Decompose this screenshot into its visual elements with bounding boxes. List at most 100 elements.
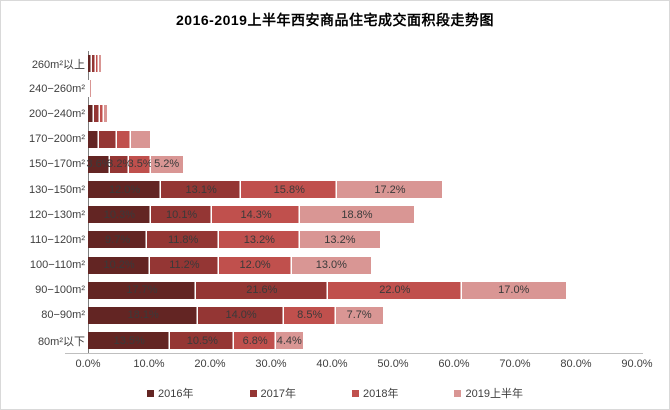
bar-row: 100−110m² 10.2% 11.2% 12.0% 13.0% — [1, 253, 637, 278]
bar-segment: 18.8% — [299, 206, 415, 224]
bar-segment-value: 3.6% — [86, 158, 112, 171]
bar-track: 18.1% 14.0% 8.5% 7.7% — [88, 306, 637, 324]
category-label: 90−100m² — [35, 284, 85, 297]
legend-label: 2019上半年 — [465, 388, 523, 400]
category-label: 100−110m² — [29, 259, 85, 272]
bar-segment-value: 22.0% — [379, 284, 411, 297]
bar-segment: 4.4% — [275, 332, 303, 350]
bar-segment: 8.5% — [283, 306, 336, 324]
legend-item: 2017年 — [249, 385, 296, 401]
bar-segment: 17.7% — [88, 281, 196, 299]
bar-segment — [130, 130, 150, 148]
bar-segment: 12.0% — [88, 181, 162, 199]
bar-row: 80m²以下 13.5% 10.5% 6.8% 4.4% — [1, 328, 637, 353]
bar-segment-value: 13.1% — [185, 183, 217, 196]
bar-segment: 9.7% — [88, 231, 148, 249]
legend-item: 2018年 — [352, 385, 398, 401]
legend: 2016年 2017年 2018年 2019上半年 — [1, 385, 669, 401]
bar-row: 90−100m² 17.7% 21.6% 22.0% 17.0% — [1, 278, 637, 303]
bar-segment-value: 17.7% — [126, 284, 158, 297]
bar-segment — [99, 105, 104, 123]
bar-segment-value: 9.7% — [105, 233, 131, 246]
legend-label: 2016年 — [158, 388, 194, 400]
bar-track — [88, 105, 637, 123]
bar-segment: 13.2% — [299, 231, 381, 249]
bar-segment: 18.1% — [88, 306, 199, 324]
category-label: 80−90m² — [41, 309, 85, 322]
bar-segment-value: 14.3% — [240, 208, 272, 221]
bar-track: 10.2% 11.2% 12.0% 13.0% — [88, 256, 637, 274]
bar-segment: 13.1% — [161, 181, 242, 199]
bar-segment — [88, 105, 95, 123]
bar-segment: 13.0% — [291, 256, 372, 274]
category-label: 110−120m² — [29, 233, 85, 246]
plot-rows: 260m²以上 240−260m² 200−240m² 170−200m² 150−17… — [1, 51, 637, 353]
bar-segment-value: 10.3% — [103, 208, 136, 221]
bar-segment: 10.3% — [88, 206, 151, 224]
y-axis-line — [88, 51, 89, 354]
bar-segment-value: 13.0% — [315, 259, 347, 272]
bar-segment-value: 21.6% — [246, 284, 278, 297]
x-axis-tick-label: 0.0% — [75, 358, 101, 370]
x-axis-line — [65, 353, 643, 354]
bar-segment: 11.8% — [147, 231, 220, 249]
bar-segment-value: 5.2% — [154, 158, 180, 171]
bar-segment-value: 12.0% — [108, 183, 141, 196]
bar-segment: 21.6% — [195, 281, 328, 299]
bar-segment: 7.7% — [335, 306, 383, 324]
bar-segment: 15.8% — [241, 181, 338, 199]
x-axis-tick-label: 20.0% — [194, 358, 226, 370]
bar-segment — [89, 80, 90, 98]
bar-segment-value: 13.2% — [243, 233, 275, 246]
bar-segment-value: 3.5% — [127, 158, 153, 171]
bar-segment-value: 10.1% — [166, 208, 198, 221]
legend-swatch — [454, 389, 462, 397]
legend-item: 2016年 — [147, 385, 194, 401]
bar-segment — [88, 55, 93, 73]
x-axis-tick-label: 60.0% — [438, 358, 470, 370]
bar-segment — [92, 55, 96, 73]
bar-row: 110−120m² 9.7% 11.8% 13.2% 13.2% — [1, 227, 637, 252]
bar-track: 12.0% 13.1% 15.8% 17.2% — [88, 181, 637, 199]
bar-segment: 13.5% — [88, 332, 171, 350]
bar-segment-value: 8.5% — [297, 309, 323, 322]
bar-segment — [98, 130, 118, 148]
bar-segment-value: 10.2% — [103, 259, 135, 272]
legend-label: 2018年 — [363, 388, 399, 400]
x-axis-tick-label: 30.0% — [255, 358, 287, 370]
bar-segment-value: 7.7% — [346, 309, 372, 322]
bar-segment-value: 6.8% — [242, 334, 268, 347]
x-axis-tick-label: 70.0% — [499, 358, 531, 370]
bar-segment — [89, 80, 92, 98]
bar-row: 150−170m² 3.6% 3.2% 3.5% 5.2% — [1, 152, 637, 177]
bar-segment: 11.2% — [150, 256, 219, 274]
bar-segment: 3.5% — [127, 155, 153, 173]
bar-segment — [98, 55, 101, 73]
bar-segment — [88, 130, 99, 148]
bar-segment-value: 18.1% — [127, 309, 159, 322]
bar-segment: 6.8% — [234, 332, 276, 350]
bar-segment-value: 11.2% — [169, 259, 200, 272]
bar-segment — [88, 80, 89, 98]
x-axis-tick-label: 10.0% — [133, 358, 165, 370]
x-axis-tick-label: 40.0% — [316, 358, 348, 370]
category-label: 260m²以上 — [31, 58, 85, 71]
category-label: 240−260m² — [29, 82, 85, 95]
bar-track — [88, 55, 637, 73]
bar-segment-value: 10.5% — [186, 334, 218, 347]
bar-track: 9.7% 11.8% 13.2% 13.2% — [88, 231, 637, 249]
bar-segment-value: 11.8% — [167, 233, 199, 246]
bar-segment: 10.1% — [150, 206, 213, 224]
bar-segment: 13.2% — [219, 231, 300, 249]
category-label: 130−150m² — [29, 183, 85, 196]
bar-segment-value: 17.2% — [374, 183, 406, 196]
legend-swatch — [147, 389, 155, 397]
bar-row: 200−240m² — [1, 101, 637, 126]
bar-row: 120−130m² 10.3% 10.1% 14.3% 18.8% — [1, 202, 637, 227]
x-axis-tick-label: 80.0% — [560, 358, 592, 370]
bar-segment: 5.2% — [150, 155, 183, 173]
bar-segment-value: 13.5% — [113, 334, 145, 347]
bar-row: 260m²以上 — [1, 51, 637, 76]
bar-segment-value: 12.0% — [239, 259, 271, 272]
bar-segment: 14.3% — [212, 206, 300, 224]
